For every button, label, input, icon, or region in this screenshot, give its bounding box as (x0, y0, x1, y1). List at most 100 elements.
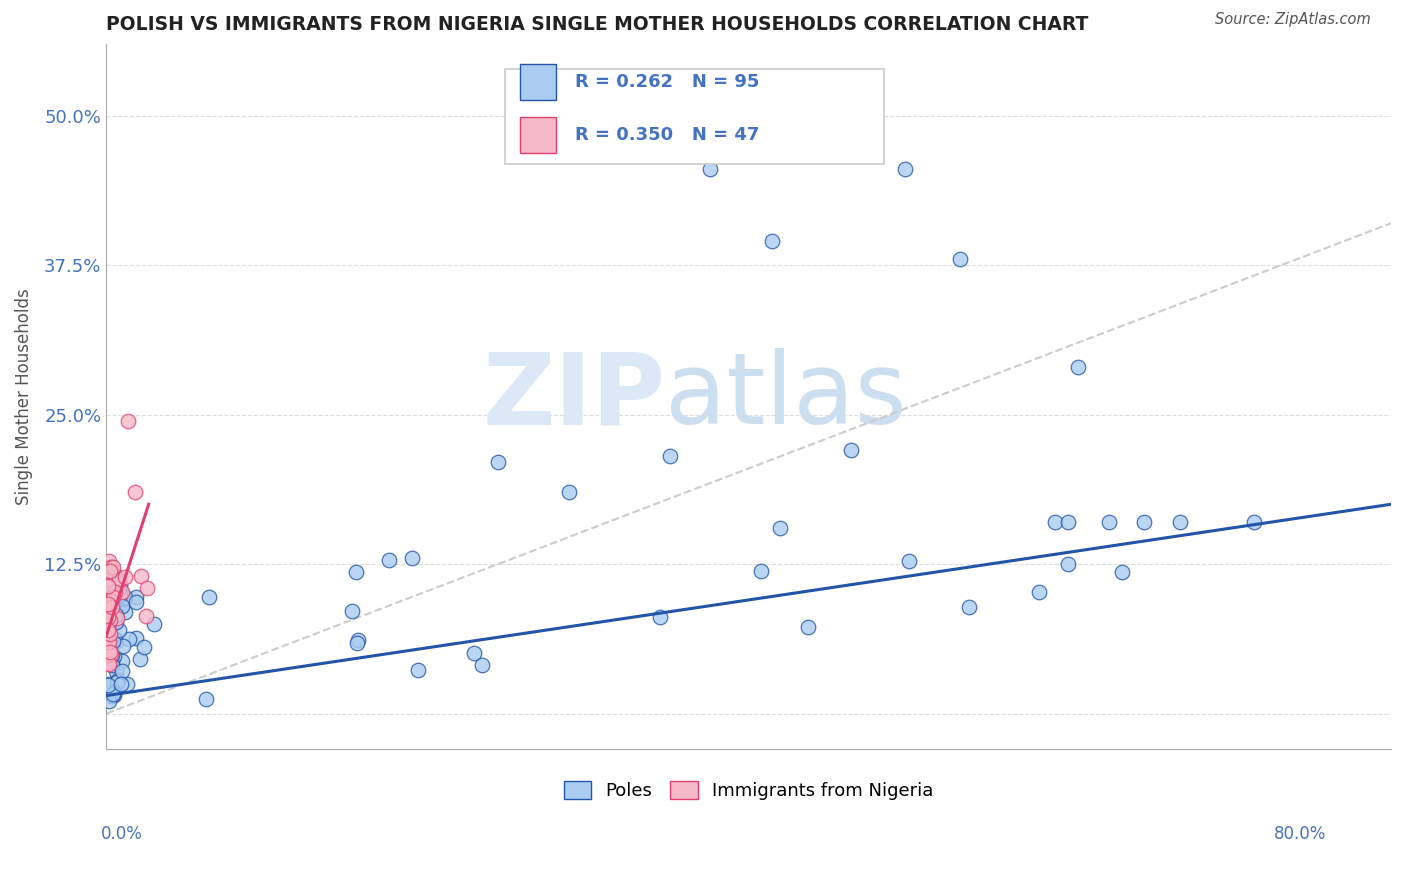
Point (471, 657, 494, 672)
Point (129, 569, 152, 583)
Point (103, 688, 125, 702)
Text: R = 0.262   N = 95: R = 0.262 N = 95 (575, 73, 759, 91)
Point (103, 649, 125, 664)
Point (98, 603, 121, 617)
Point (98, 563, 121, 577)
Point (101, 654, 124, 668)
Text: atlas: atlas (665, 348, 907, 445)
Point (97, 619, 120, 633)
Point (101, 648, 124, 662)
Point (97, 610, 120, 624)
Point (107, 583, 129, 598)
Point (110, 583, 132, 598)
Point (486, 455, 509, 469)
Point (103, 685, 125, 699)
Point (97, 581, 120, 595)
Point (108, 624, 131, 638)
Point (97, 579, 120, 593)
Point (100, 647, 122, 661)
Point (103, 687, 125, 701)
Point (103, 579, 125, 593)
Point (100, 597, 122, 611)
Point (97, 621, 120, 635)
Point (197, 590, 219, 604)
Y-axis label: Single Mother Households: Single Mother Households (15, 288, 32, 505)
Point (97, 605, 120, 619)
Point (98, 635, 121, 649)
Point (105, 675, 128, 690)
Point (111, 599, 134, 613)
Point (118, 632, 141, 646)
Point (112, 592, 135, 607)
Text: 0.0%: 0.0% (101, 825, 143, 843)
Point (957, 599, 980, 614)
Point (797, 620, 820, 634)
Point (97, 571, 120, 585)
Point (101, 638, 124, 652)
Point (98, 676, 121, 690)
Point (195, 691, 218, 706)
Point (105, 664, 128, 678)
Point (346, 636, 368, 650)
Point (98, 626, 121, 640)
Point (132, 640, 155, 654)
Point (103, 591, 125, 605)
Point (103, 606, 125, 620)
Point (104, 567, 127, 582)
Point (108, 588, 131, 602)
Point (699, 162, 721, 177)
Point (107, 673, 129, 687)
Point (342, 604, 364, 618)
Point (100, 600, 122, 615)
Point (344, 566, 367, 580)
Point (111, 585, 134, 599)
Bar (520, 63, 555, 100)
Point (100, 594, 122, 608)
Point (112, 640, 135, 654)
Point (97, 693, 120, 707)
Point (761, 234, 783, 248)
Legend: Poles, Immigrants from Nigeria: Poles, Immigrants from Nigeria (557, 773, 941, 807)
Bar (505, 69, 883, 164)
Point (1098, 515, 1121, 529)
Point (1028, 585, 1050, 599)
Point (104, 634, 127, 648)
Point (100, 560, 122, 574)
Point (1056, 515, 1078, 529)
Point (97, 611, 120, 625)
Point (98, 613, 121, 627)
Point (1133, 515, 1156, 529)
Point (97, 633, 120, 648)
Text: 80.0%: 80.0% (1274, 825, 1326, 843)
Point (97, 598, 120, 612)
Point (1066, 359, 1088, 374)
Point (1056, 557, 1078, 571)
Point (97, 624, 120, 638)
Point (97, 657, 120, 672)
Point (1045, 515, 1067, 529)
Point (98, 627, 121, 641)
Point (97, 648, 120, 663)
Point (97, 678, 120, 692)
Point (97, 630, 120, 644)
Point (136, 581, 159, 595)
Point (128, 652, 150, 666)
Point (114, 605, 136, 619)
Point (97, 623, 120, 637)
Point (401, 551, 423, 566)
Point (839, 443, 862, 458)
Point (769, 521, 792, 535)
Text: R = 0.350   N = 47: R = 0.350 N = 47 (575, 126, 759, 144)
Text: ZIP: ZIP (482, 348, 665, 445)
Point (104, 585, 127, 599)
Point (894, 162, 917, 177)
Point (463, 646, 485, 660)
Point (346, 632, 368, 647)
Point (125, 590, 148, 604)
Point (101, 585, 124, 599)
Point (98, 582, 121, 597)
Point (143, 616, 166, 631)
Point (103, 615, 125, 630)
Point (125, 594, 148, 608)
Point (98, 645, 121, 659)
